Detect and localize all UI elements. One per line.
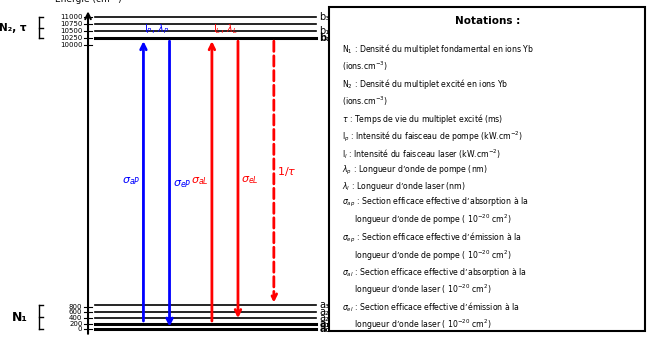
Text: 10000: 10000 xyxy=(60,43,82,48)
Text: a₁: a₁ xyxy=(319,319,330,329)
Text: b₀: b₀ xyxy=(319,33,331,43)
Text: Notations :: Notations : xyxy=(454,17,520,26)
Text: 400: 400 xyxy=(69,315,82,321)
Text: 10750: 10750 xyxy=(60,21,82,27)
Text: Énergie (cm⁻¹): Énergie (cm⁻¹) xyxy=(55,0,121,4)
Text: I$_P$, $\lambda_P$: I$_P$, $\lambda_P$ xyxy=(144,22,169,35)
Text: a₂: a₂ xyxy=(319,308,329,317)
Text: a₀: a₀ xyxy=(319,324,330,335)
Text: N₁: N₁ xyxy=(12,311,27,324)
Text: a₃: a₃ xyxy=(319,300,329,310)
Text: 10500: 10500 xyxy=(60,28,82,34)
Text: 800: 800 xyxy=(69,304,82,310)
Text: I$_L$, $\lambda_L$: I$_L$, $\lambda_L$ xyxy=(213,22,237,35)
Text: $\sigma_{eL}$: $\sigma_{eL}$ xyxy=(241,174,259,186)
Text: 10250: 10250 xyxy=(60,35,82,41)
Text: N₂, τ: N₂, τ xyxy=(0,23,27,33)
Text: $1/\tau$: $1/\tau$ xyxy=(277,165,297,178)
Text: b₃: b₃ xyxy=(319,12,330,22)
Text: b₁: b₁ xyxy=(319,26,330,36)
Text: 11000: 11000 xyxy=(60,14,82,20)
Text: $\sigma_{aL}$: $\sigma_{aL}$ xyxy=(191,175,209,187)
Text: $\sigma_{eP}$: $\sigma_{eP}$ xyxy=(173,178,191,190)
Text: 0: 0 xyxy=(78,327,82,333)
Text: a₂: a₂ xyxy=(319,313,329,323)
Text: 600: 600 xyxy=(69,309,82,315)
Text: N$_1$ : Densité du multiplet fondamental en ions Yb
(ions.cm$^{-3}$)
N$_2$ : Den: N$_1$ : Densité du multiplet fondamental… xyxy=(342,43,534,332)
Text: 200: 200 xyxy=(69,321,82,327)
Text: $\sigma_{aP}$: $\sigma_{aP}$ xyxy=(122,175,140,187)
